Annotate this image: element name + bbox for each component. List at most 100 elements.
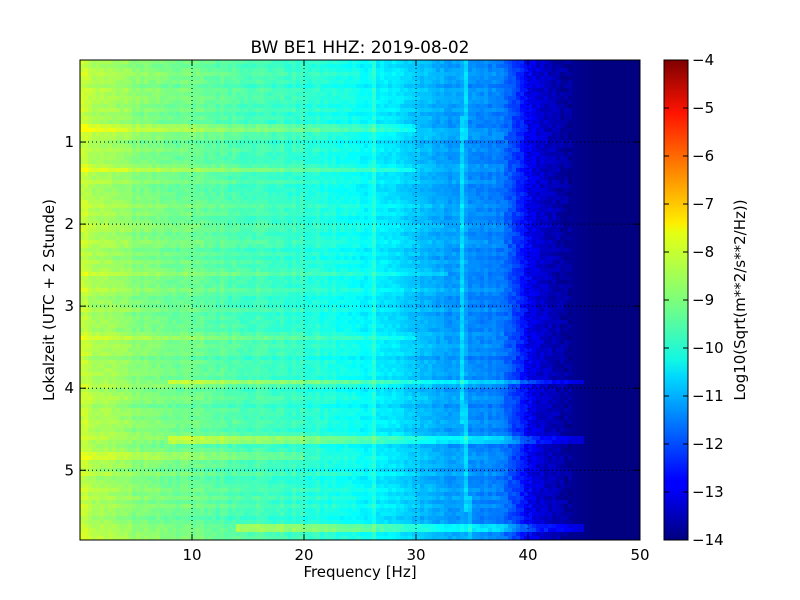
- heatmap-cell: [236, 112, 241, 117]
- heatmap-cell: [480, 76, 485, 81]
- heatmap-cell: [104, 160, 109, 165]
- heatmap-cell: [368, 72, 373, 77]
- heatmap-cell: [608, 152, 613, 157]
- heatmap-cell: [264, 68, 269, 73]
- heatmap-cell: [364, 108, 369, 113]
- heatmap-cell: [360, 128, 365, 133]
- heatmap-cell: [128, 80, 133, 85]
- heatmap-cell: [384, 200, 389, 205]
- heatmap-cell: [408, 168, 413, 173]
- heatmap-cell: [392, 112, 397, 117]
- heatmap-cell: [632, 168, 637, 173]
- heatmap-cell: [172, 76, 177, 81]
- heatmap-cell: [232, 132, 237, 137]
- heatmap-cell: [344, 196, 349, 201]
- heatmap-cell: [512, 144, 517, 149]
- heatmap-cell: [332, 128, 337, 133]
- heatmap-cell: [388, 120, 393, 125]
- heatmap-cell: [372, 76, 377, 81]
- heatmap-cell: [364, 88, 369, 93]
- heatmap-cell: [544, 104, 549, 109]
- heatmap-cell: [372, 144, 377, 149]
- heatmap-cell: [228, 136, 233, 141]
- heatmap-cell: [372, 164, 377, 169]
- heatmap-cell: [616, 104, 621, 109]
- heatmap-cell: [352, 180, 357, 185]
- heatmap-cell: [280, 140, 285, 145]
- heatmap-cell: [288, 124, 293, 129]
- heatmap-cell: [580, 60, 585, 65]
- heatmap-cell: [380, 184, 385, 189]
- heatmap-cell: [536, 132, 541, 137]
- heatmap-cell: [208, 180, 213, 185]
- heatmap-cell: [332, 124, 337, 129]
- heatmap-cell: [208, 116, 213, 121]
- heatmap-cell: [636, 88, 640, 93]
- heatmap-cell: [472, 144, 477, 149]
- heatmap-cell: [456, 176, 461, 181]
- heatmap-cell: [520, 88, 525, 93]
- heatmap-cell: [552, 172, 557, 177]
- heatmap-cell: [288, 116, 293, 121]
- heatmap-cell: [380, 180, 385, 185]
- heatmap-cell: [544, 64, 549, 69]
- heatmap-cell: [132, 184, 137, 189]
- heatmap-cell: [224, 200, 229, 205]
- heatmap-cell: [104, 132, 109, 137]
- heatmap-cell: [136, 128, 141, 133]
- heatmap-cell: [420, 156, 425, 161]
- heatmap-cell: [252, 176, 257, 181]
- heatmap-cell: [484, 60, 489, 65]
- heatmap-cell: [104, 64, 109, 69]
- heatmap-cell: [324, 76, 329, 81]
- heatmap-cell: [80, 112, 85, 117]
- heatmap-cell: [492, 184, 497, 189]
- heatmap-cell: [584, 136, 589, 141]
- heatmap-cell: [456, 156, 461, 161]
- heatmap-cell: [432, 76, 437, 81]
- heatmap-cell: [184, 100, 189, 105]
- heatmap-cell: [572, 128, 577, 133]
- heatmap-cell: [108, 88, 113, 93]
- heatmap-cell: [176, 152, 181, 157]
- heatmap-cell: [144, 128, 149, 133]
- heatmap-cell: [460, 144, 465, 149]
- heatmap-cell: [540, 136, 545, 141]
- heatmap-cell: [544, 88, 549, 93]
- heatmap-cell: [384, 112, 389, 117]
- heatmap-cell: [344, 120, 349, 125]
- heatmap-cell: [284, 188, 289, 193]
- heatmap-cell: [88, 80, 93, 85]
- heatmap-cell: [616, 112, 621, 117]
- heatmap-cell: [136, 88, 141, 93]
- heatmap-cell: [232, 64, 237, 69]
- heatmap-cell: [164, 152, 169, 157]
- heatmap-cell: [132, 176, 137, 181]
- heatmap-cell: [604, 160, 609, 165]
- heatmap-cell: [240, 196, 245, 201]
- heatmap-cell: [124, 120, 129, 125]
- heatmap-cell: [632, 196, 637, 201]
- heatmap-cell: [628, 116, 633, 121]
- heatmap-cell: [200, 160, 205, 165]
- heatmap-cell: [248, 116, 253, 121]
- heatmap-cell: [136, 168, 141, 173]
- heatmap-cell: [132, 84, 137, 89]
- heatmap-cell: [108, 176, 113, 181]
- heatmap-cell: [128, 128, 133, 133]
- heatmap-cell: [296, 64, 301, 69]
- heatmap-cell: [552, 120, 557, 125]
- heatmap-cell: [220, 140, 225, 145]
- heatmap-cell: [252, 148, 257, 153]
- heatmap-cell: [264, 124, 269, 129]
- heatmap-cell: [96, 68, 101, 73]
- heatmap-cell: [296, 164, 301, 169]
- heatmap-cell: [336, 144, 341, 149]
- heatmap-cell: [376, 92, 381, 97]
- heatmap-cell: [636, 192, 640, 197]
- heatmap-cell: [500, 80, 505, 85]
- heatmap-cell: [252, 120, 257, 125]
- heatmap-cell: [340, 128, 345, 133]
- heatmap-cell: [112, 140, 117, 145]
- heatmap-cell: [628, 120, 633, 125]
